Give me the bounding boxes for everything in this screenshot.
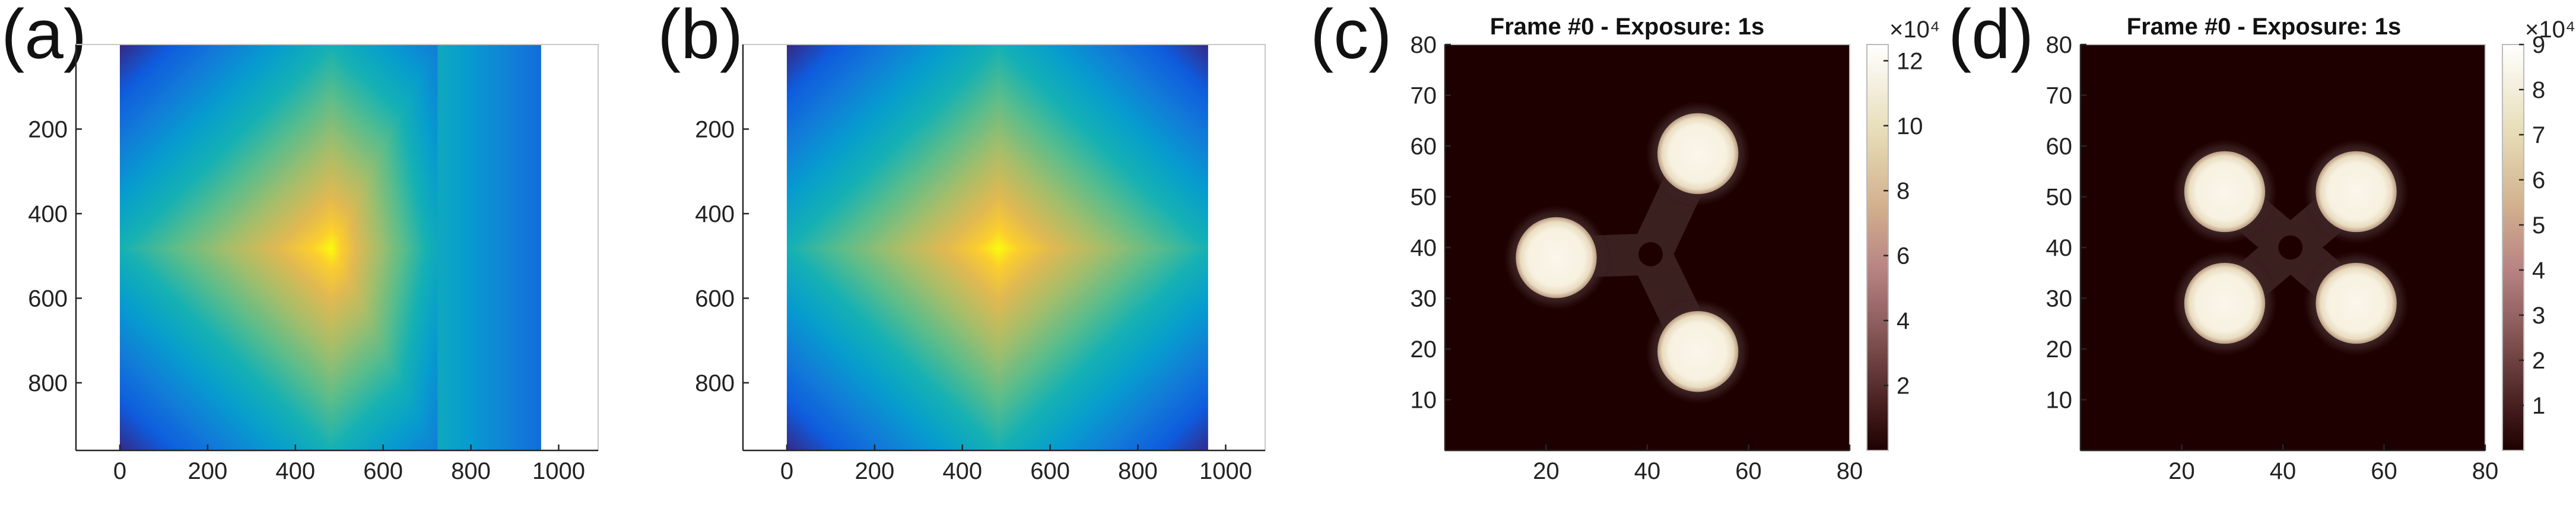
- panel-c-heatmap: 20 40 60 80 10 20 30 40 50 60 70 80 2 4 6 8 10 12 ×10⁴: [1411, 17, 1940, 484]
- colorbar-frame: [2502, 44, 2524, 451]
- x-tick-label: 400: [275, 458, 315, 484]
- colorbar-tick-label: 7: [2532, 122, 2545, 148]
- colorbar: [2502, 45, 2524, 450]
- y-tick-label: 80: [2046, 32, 2073, 58]
- x-tick-label: 0: [113, 458, 126, 484]
- colorbar-tick-label: 8: [2532, 77, 2545, 103]
- x-tick-label: 20: [2168, 458, 2195, 484]
- center-gap: [1638, 242, 1663, 266]
- x-tick-label: 200: [188, 458, 227, 484]
- x-tick-label: 800: [451, 458, 491, 484]
- y-tick-label: 50: [1411, 185, 1437, 211]
- y-tick-label: 400: [695, 201, 735, 227]
- y-tick-label: 50: [2046, 185, 2073, 211]
- colorbar-tick-label: 6: [1897, 243, 1910, 269]
- y-tick-label: 20: [1411, 336, 1437, 363]
- y-tick-label: 40: [2046, 235, 2073, 261]
- x-tick-label: 0: [780, 458, 793, 484]
- bright-spot: [1657, 311, 1739, 392]
- bright-spot: [2184, 262, 2266, 344]
- x-tick-label: 600: [1030, 458, 1070, 484]
- colorbar-tick-label: 5: [2532, 212, 2545, 239]
- colorbar-tick-label: 8: [1897, 178, 1910, 204]
- bright-spot: [2184, 151, 2266, 233]
- x-tick-label: 400: [942, 458, 982, 484]
- y-tick-label: 60: [1411, 134, 1437, 160]
- colorbar-tick-label: 3: [2532, 303, 2545, 329]
- colorbar-exponent: ×10⁴: [1889, 17, 1940, 43]
- colorbar-tick-label: 9: [2532, 32, 2545, 58]
- chart-title-d: Frame #0 - Exposure: 1s: [2127, 14, 2401, 40]
- panel-label-a: (a): [1, 0, 87, 74]
- colorbar-tick-label: 2: [1897, 373, 1910, 399]
- bright-spot: [1516, 217, 1597, 299]
- x-tick-label: 1000: [532, 458, 585, 484]
- y-tick-label: 400: [28, 201, 68, 227]
- heatmap-image: [786, 45, 1208, 450]
- colorbar-tick-label: 6: [2532, 167, 2545, 193]
- y-tick-label: 80: [1411, 32, 1437, 58]
- x-tick-label: 40: [1634, 458, 1661, 484]
- x-tick-label: 200: [855, 458, 894, 484]
- panel-a-heatmap: 0 200 400 600 800 1000 200 400 600 800: [28, 44, 599, 484]
- x-tick-label: 800: [1118, 458, 1158, 484]
- colorbar-tick-label: 12: [1897, 48, 1923, 74]
- x-tick-label: 600: [363, 458, 403, 484]
- y-tick-label: 200: [28, 117, 68, 143]
- panel-d-heatmap: 20 40 60 80 10 20 30 40 50 60 70 80 1 2 3 4 5 6 7 8 9×10⁴: [2046, 17, 2576, 484]
- colorbar-tick-label: 4: [1897, 308, 1910, 334]
- colorbar: [1867, 45, 1888, 450]
- colorbar-tick-label: 2: [2532, 348, 2545, 374]
- x-tick-label: 80: [1837, 458, 1863, 484]
- chart-title-c: Frame #0 - Exposure: 1s: [1490, 14, 1764, 40]
- y-tick-label: 40: [1411, 235, 1437, 261]
- x-tick-label: 60: [2371, 458, 2397, 484]
- colorbar-tick-label: 4: [2532, 258, 2545, 284]
- center-gap: [2278, 235, 2303, 260]
- x-tick-label: 60: [1735, 458, 1762, 484]
- bright-spot: [2315, 151, 2397, 233]
- colorbar-tick-label: 1: [2532, 393, 2545, 419]
- bright-spot: [2315, 262, 2397, 344]
- y-tick-label: 10: [2046, 388, 2073, 414]
- y-tick-label: 600: [695, 286, 735, 312]
- y-tick-label: 20: [2046, 336, 2073, 363]
- y-tick-label: 70: [2046, 83, 2073, 109]
- colorbar-tick-label: 10: [1897, 113, 1923, 139]
- x-tick-label: 1000: [1199, 458, 1252, 484]
- y-tick-label: 60: [2046, 134, 2073, 160]
- x-tick-label: 20: [1533, 458, 1559, 484]
- colorbar-frame: [1866, 44, 1889, 451]
- y-tick-label: 10: [1411, 388, 1437, 414]
- x-tick-label: 80: [2472, 458, 2499, 484]
- panel-label-b: (b): [658, 0, 743, 74]
- y-tick-label: 30: [2046, 286, 2073, 312]
- panel-label-d: (d): [1948, 0, 2034, 74]
- heatmap-image: [119, 45, 541, 450]
- y-tick-label: 30: [1411, 286, 1437, 312]
- y-tick-label: 200: [695, 117, 735, 143]
- x-tick-label: 40: [2270, 458, 2297, 484]
- y-tick-label: 600: [28, 286, 68, 312]
- y-tick-label: 800: [28, 370, 68, 396]
- panel-b-heatmap: 0 200 400 600 800 1000 200 400 600 800: [695, 44, 1266, 484]
- colorbar-exponent: ×10⁴: [2525, 17, 2575, 43]
- y-tick-label: 800: [695, 370, 735, 396]
- bright-spot: [1657, 113, 1739, 195]
- y-tick-label: 70: [1411, 83, 1437, 109]
- panel-label-c: (c): [1310, 0, 1392, 74]
